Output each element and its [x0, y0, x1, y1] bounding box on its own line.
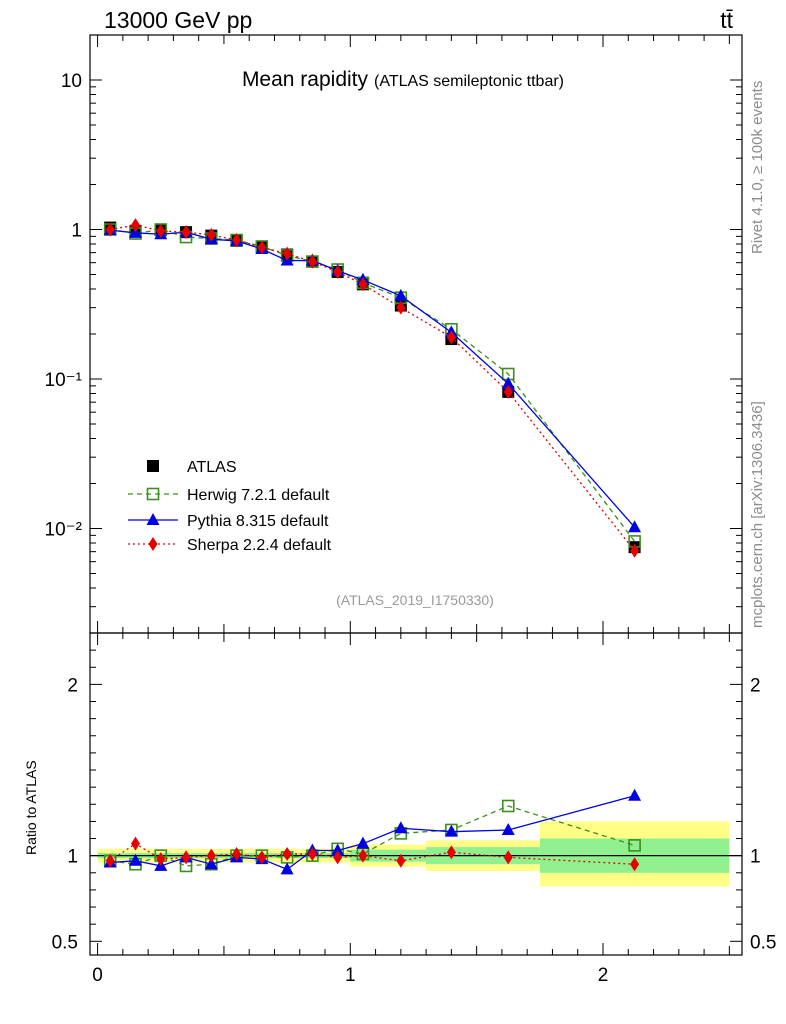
header-final-state: tt̄	[720, 7, 733, 33]
ratio-point-pythia-8-315-default	[628, 788, 642, 801]
ratio-point-sherpa-2-2-4-default	[156, 852, 166, 867]
ratio-plot-frame	[89, 632, 743, 956]
ratio-point-sherpa-2-2-4-default	[333, 850, 343, 865]
main-series-atlas	[104, 221, 641, 554]
main-y-tick-label: 10⁻¹	[45, 370, 83, 391]
main-point-sherpa-2-2-4-default	[282, 246, 292, 261]
ratio-point-sherpa-2-2-4-default	[630, 857, 640, 872]
main-line-pythia-8-315-default	[110, 229, 636, 528]
legend-marker-atlas	[147, 460, 159, 472]
ratio-point-pythia-8-315-default	[394, 821, 408, 834]
ratio-point-pythia-8-315-default	[444, 824, 458, 837]
legend-label-atlas: ATLAS	[187, 459, 237, 476]
ratio-y-axis-label: Ratio to ATLAS	[23, 760, 39, 855]
ratio-point-herwig-7-2-1-default	[628, 839, 641, 852]
ratio-point-sherpa-2-2-4-default	[206, 848, 216, 863]
plot-title: Mean rapidity	[242, 68, 369, 91]
ratio-series-sherpa-2-2-4-default	[105, 836, 640, 872]
main-point-sherpa-2-2-4-default	[105, 222, 115, 237]
main-point-sherpa-2-2-4-default	[446, 330, 456, 345]
legend-label-sherpa: Sherpa 2.2.4 default	[187, 537, 332, 554]
main-series-pythia-8-315-default	[103, 223, 642, 533]
legend-label-pythia: Pythia 8.315 default	[187, 513, 329, 530]
main-series-herwig-7-2-1-default	[103, 223, 641, 548]
ratio-point-pythia-8-315-default	[356, 836, 370, 849]
frame-layer	[89, 34, 743, 956]
main-y-tick-label: 10	[61, 71, 82, 92]
main-point-sherpa-2-2-4-default	[206, 227, 216, 242]
main-point-sherpa-2-2-4-default	[358, 277, 368, 292]
main-point-sherpa-2-2-4-default	[181, 225, 191, 240]
ratio-point-sherpa-2-2-4-default	[181, 850, 191, 865]
main-y-tick-label: 1	[71, 221, 82, 242]
legend-marker-pythia-8-315-default	[146, 513, 160, 525]
legend-symbols	[128, 460, 178, 551]
ratio-y-tick-label-right: 0.5	[750, 932, 776, 953]
series-layer	[103, 218, 642, 875]
ratio-point-sherpa-2-2-4-default	[105, 853, 115, 868]
main-y-tick-label: 10⁻²	[45, 520, 83, 541]
main-point-sherpa-2-2-4-default	[396, 300, 406, 315]
ratio-point-sherpa-2-2-4-default	[396, 853, 406, 868]
main-point-sherpa-2-2-4-default	[130, 218, 140, 233]
main-point-sherpa-2-2-4-default	[307, 254, 317, 269]
main-series-sherpa-2-2-4-default	[105, 218, 640, 558]
main-point-pythia-8-315-default	[501, 376, 515, 389]
ratio-y-tick-label-left: 0.5	[52, 932, 78, 953]
ratio-x-tick-label: 1	[345, 965, 356, 986]
ratio-point-sherpa-2-2-4-default	[446, 845, 456, 860]
ratio-point-pythia-8-315-default	[501, 822, 515, 835]
legend-marker-herwig-7-2-1-default	[146, 487, 160, 501]
main-point-sherpa-2-2-4-default	[156, 223, 166, 238]
main-point-sherpa-2-2-4-default	[232, 233, 242, 248]
ratio-point-sherpa-2-2-4-default	[358, 848, 368, 863]
ratio-point-sherpa-2-2-4-default	[307, 846, 317, 861]
ratio-line-sherpa-2-2-4-default	[109, 842, 635, 865]
analysis-watermark: (ATLAS_2019_I1750330)	[336, 592, 494, 608]
ratio-x-tick-label: 0	[92, 965, 103, 986]
axes-layer: 10 1 10⁻¹ 10⁻² 0 1 2 2 2 1 1 0.5 0.5	[45, 34, 776, 986]
legend-marker-sherpa-2-2-4-default	[148, 537, 158, 551]
main-point-sherpa-2-2-4-default	[503, 384, 513, 399]
ratio-y-tick-label-left: 2	[67, 675, 78, 696]
main-point-pythia-8-315-default	[628, 520, 642, 533]
ratio-point-pythia-8-315-default	[128, 853, 142, 866]
ratio-point-pythia-8-315-default	[204, 857, 218, 870]
ratio-point-sherpa-2-2-4-default	[257, 850, 267, 865]
header-process: 13000 GeV pp	[104, 7, 252, 33]
ratio-point-sherpa-2-2-4-default	[282, 846, 292, 861]
ratio-y-tick-label-left: 1	[67, 847, 78, 868]
ratio-y-tick-label-right: 1	[750, 847, 761, 868]
ratio-point-herwig-7-2-1-default	[501, 799, 515, 813]
ratio-point-sherpa-2-2-4-default	[232, 846, 242, 861]
ratio-point-sherpa-2-2-4-default	[130, 836, 140, 851]
main-point-pythia-8-315-default	[394, 288, 408, 301]
main-point-sherpa-2-2-4-default	[630, 543, 640, 558]
rivet-version-label: Rivet 4.1.0, ≥ 100k events	[749, 81, 766, 254]
ratio-point-sherpa-2-2-4-default	[503, 850, 513, 865]
legend: ATLAS Herwig 7.2.1 default Pythia 8.315 …	[128, 459, 332, 554]
ratio-y-tick-label-right: 2	[750, 675, 761, 696]
main-point-sherpa-2-2-4-default	[257, 240, 267, 255]
ratio-point-pythia-8-315-default	[280, 862, 294, 875]
ratio-point-pythia-8-315-default	[331, 843, 345, 856]
legend-label-herwig: Herwig 7.2.1 default	[187, 487, 330, 504]
ratio-x-tick-label: 2	[598, 965, 609, 986]
mcplots-label: mcplots.cern.ch [arXiv:1306.3436]	[749, 401, 766, 628]
main-point-sherpa-2-2-4-default	[333, 264, 343, 279]
plot-subtitle: (ATLAS semileptonic ttbar)	[374, 73, 564, 90]
